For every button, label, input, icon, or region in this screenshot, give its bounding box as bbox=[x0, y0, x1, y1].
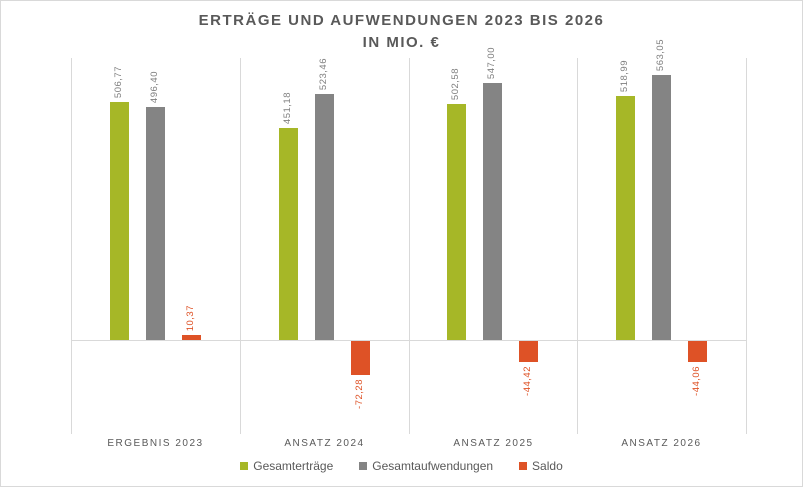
bar-saldo-1 bbox=[181, 335, 201, 340]
bar-value-label: 523,46 bbox=[317, 57, 329, 90]
category-axis: ERGEBNIS 2023 ANSATZ 2024 ANSATZ 2025 ANSAT… bbox=[71, 438, 746, 454]
bar-gesamtaufwendungen-1 bbox=[145, 106, 165, 340]
gridline-vertical bbox=[746, 58, 747, 434]
category-label: ANSATZ 2026 bbox=[621, 438, 702, 449]
bar-value-label: -44,42 bbox=[522, 365, 534, 396]
bar-value-label: 496,40 bbox=[148, 70, 160, 103]
bar-value-label: -72,28 bbox=[353, 379, 365, 409]
bar-value-label: 10,37 bbox=[184, 304, 196, 332]
legend-label: Gesamterträge bbox=[253, 459, 334, 473]
category-label: ERGEBNIS 2023 bbox=[107, 438, 204, 449]
bar-gesamtaufwendungen-2 bbox=[314, 94, 334, 340]
gridline-vertical bbox=[577, 58, 578, 434]
gridline-vertical bbox=[240, 58, 241, 434]
bar-value-label: 502,58 bbox=[450, 67, 462, 100]
legend-color-swatch bbox=[359, 462, 368, 470]
bar-value-label: 506,77 bbox=[112, 65, 124, 98]
legend: Gesamterträge Gesamtaufwendungen Saldo bbox=[1, 459, 802, 473]
chart-subtitle: IN MIO. € bbox=[362, 34, 441, 51]
gridline-vertical bbox=[409, 58, 410, 434]
bar-gesamtertraege-4 bbox=[616, 96, 636, 340]
chart-title: ERTRÄGE UND AUFWENDUNGEN 2023 BIS 2026 bbox=[198, 12, 605, 29]
legend-item-saldo: Saldo bbox=[519, 459, 563, 473]
legend-label: Gesamtaufwendungen bbox=[372, 459, 494, 473]
bar-gesamtertraege-3 bbox=[447, 103, 467, 340]
category-label: ANSATZ 2025 bbox=[453, 438, 534, 449]
bar-value-label: 518,99 bbox=[619, 60, 631, 93]
legend-color-swatch bbox=[240, 462, 249, 470]
bar-value-label: -44,06 bbox=[691, 365, 703, 396]
bar-gesamtertraege-2 bbox=[278, 127, 298, 340]
category-label: ANSATZ 2024 bbox=[284, 438, 365, 449]
bar-saldo-4 bbox=[688, 341, 708, 362]
legend-label: Saldo bbox=[532, 459, 563, 473]
legend-item-gesamtaufwendungen: Gesamtaufwendungen bbox=[359, 459, 493, 473]
bar-value-label: 563,05 bbox=[655, 39, 667, 72]
bar-saldo-3 bbox=[519, 341, 539, 362]
legend-color-swatch bbox=[519, 462, 528, 470]
bar-gesamtaufwendungen-4 bbox=[652, 75, 672, 340]
bar-value-label: 451,18 bbox=[281, 91, 293, 124]
plot-area: 506,77 496,40 10,37 451,18 523,46 -72,28 502,5… bbox=[71, 39, 747, 434]
bar-value-label: 547,00 bbox=[486, 46, 498, 79]
bar-saldo-2 bbox=[350, 341, 370, 375]
legend-item-gesamtertraege: Gesamterträge bbox=[240, 459, 333, 473]
bar-gesamtaufwendungen-3 bbox=[483, 82, 503, 340]
gridline-vertical bbox=[71, 58, 72, 434]
axis-zero-line bbox=[71, 340, 746, 341]
bar-gesamtertraege-1 bbox=[109, 101, 129, 340]
